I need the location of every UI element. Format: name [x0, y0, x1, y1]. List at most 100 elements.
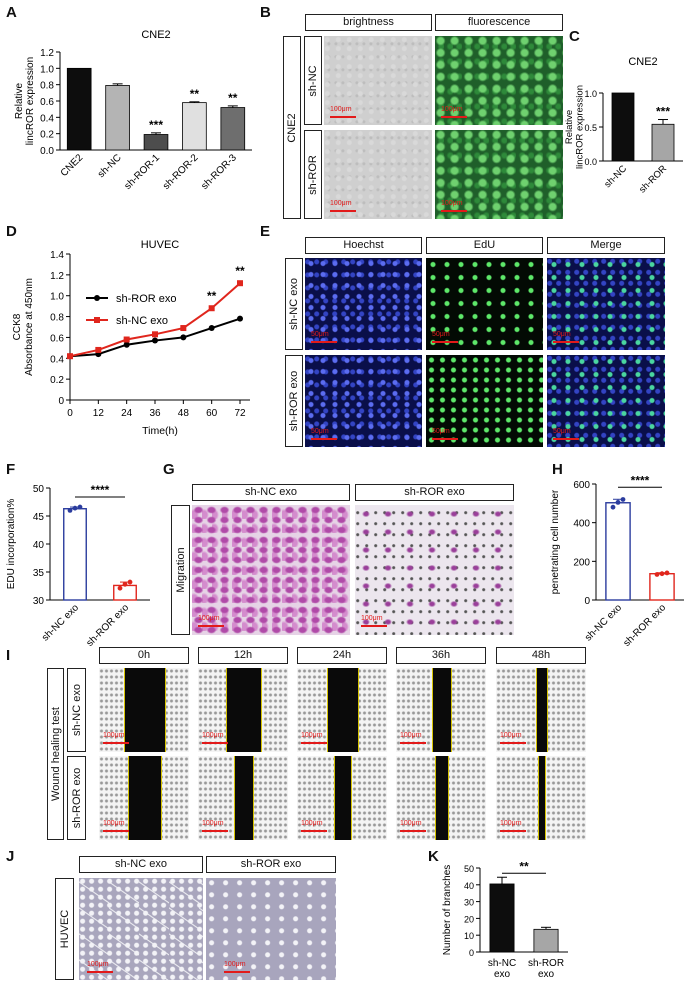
panel-i-header-12h: 12h — [198, 647, 288, 664]
x-tick-label: sh-NC exo — [583, 602, 624, 643]
y-tick-label: 1.0 — [50, 292, 64, 303]
y-axis-label: penetrating cell number — [550, 489, 561, 594]
bar-sh-NC — [105, 85, 130, 151]
y-axis-label: Relative — [565, 110, 575, 144]
chart-title: HUVEC — [141, 240, 180, 251]
micrograph-wound-sh-nc-36h: 100μm — [396, 668, 486, 752]
micrograph-wound-sh-nc-48h: 100μm — [496, 668, 586, 752]
micrograph-fluorescence-sh-nc: 100μm — [435, 36, 563, 125]
y-tick-label: 0 — [469, 948, 474, 958]
wound-gap — [327, 668, 359, 752]
wound-gap — [124, 668, 166, 752]
significance-mark: ** — [228, 91, 238, 105]
y-tick-label: 1.2 — [40, 48, 54, 59]
y-tick-label: 30 — [33, 596, 45, 607]
x-tick-label: sh-NC exo — [40, 602, 81, 643]
panel-label-b: B — [260, 4, 271, 21]
y-tick-label: 0.0 — [40, 146, 54, 157]
y-tick-label: 1.2 — [50, 271, 64, 282]
panel-b-row-label: sh-NC — [304, 36, 322, 125]
scale-bar-label: 100μm — [500, 820, 526, 832]
panel-label-e: E — [260, 223, 271, 240]
panel-label-g: G — [163, 461, 175, 478]
bar-sh-ROR-3 — [220, 107, 246, 151]
data-point — [117, 585, 123, 591]
data-point — [67, 353, 73, 360]
data-point — [123, 341, 130, 348]
panel-g-header-sh-nc: sh-NC exo — [192, 484, 350, 501]
scale-bar-label: 100μm — [301, 732, 327, 744]
y-tick-label: 0 — [584, 596, 590, 607]
data-point — [659, 571, 665, 577]
panel-i-row-label: sh-NC exo — [67, 668, 86, 752]
micrograph-wound-sh-nc-0h: 100μm — [99, 668, 189, 752]
x-tick-label: sh-ROR — [637, 163, 669, 195]
scale-bar-label: 100μm — [400, 820, 426, 832]
chart-title: CNE2 — [628, 56, 657, 68]
data-point — [654, 572, 660, 577]
x-tick-label: 0 — [67, 408, 73, 419]
chart-title: CNE2 — [141, 29, 170, 41]
y-tick-label: 0.2 — [40, 130, 54, 141]
panel-label-i: I — [6, 647, 11, 664]
micrograph-wound-sh-nc-12h: 100μm — [198, 668, 288, 752]
micrograph-merge-sh-nc: 50μm — [547, 258, 665, 350]
panel-label-d: D — [6, 223, 17, 240]
data-point — [123, 336, 130, 343]
wound-gap — [538, 756, 546, 840]
data-point — [208, 325, 215, 332]
panel-i-group-label: Wound healing test — [47, 668, 64, 840]
y-tick-label: 0.0 — [584, 157, 597, 167]
data-point — [664, 570, 670, 576]
scale-bar-label: 100μm — [301, 820, 327, 832]
panel-label-c: C — [569, 28, 580, 45]
micrograph-edu-sh-ror: 50μm — [426, 355, 543, 447]
panel-label-a: A — [6, 4, 17, 21]
y-tick-label: 0 — [58, 396, 64, 407]
y-tick-label: 0.4 — [50, 354, 64, 365]
x-tick-label: 72 — [234, 408, 246, 419]
micrograph-wound-sh-ror-36h: 100μm — [396, 756, 486, 840]
panel-i-row-label: sh-ROR exo — [67, 756, 86, 840]
bar-sh-ROR-2 — [182, 102, 207, 151]
y-tick-label: 45 — [33, 512, 45, 523]
panel-j-header-sh-nc: sh-NC exo — [79, 856, 203, 873]
data-point — [208, 305, 215, 312]
x-tick-label: sh-ROR-1 — [123, 152, 163, 192]
data-point — [610, 504, 616, 510]
y-tick-label: 40 — [33, 540, 45, 551]
data-point — [615, 499, 621, 505]
x-axis-label: Time(h) — [142, 425, 178, 437]
significance-mark: *** — [656, 105, 670, 119]
panel-i-header-24h: 24h — [297, 647, 387, 664]
significance-mark: ** — [519, 860, 529, 873]
micrograph-hoechst-sh-ror: 50μm — [305, 355, 422, 447]
panel-label-j: J — [6, 848, 15, 865]
micrograph-hoechst-sh-nc: 50μm — [305, 258, 422, 350]
y-tick-label: 0.8 — [40, 81, 54, 92]
data-point — [620, 497, 626, 502]
wound-gap — [234, 756, 254, 840]
data-point — [180, 325, 187, 332]
x-tick-label: sh-NC — [488, 958, 516, 969]
micrograph-wound-sh-ror-48h: 100μm — [496, 756, 586, 840]
y-tick-label: 0.6 — [40, 97, 54, 108]
y-tick-label: 0.6 — [50, 333, 64, 344]
panel-j-header-sh-ror: sh-ROR exo — [206, 856, 336, 873]
y-axis-label: Relative — [14, 83, 25, 120]
y-tick-label: 1.0 — [40, 64, 54, 75]
panel-b-row-label: sh-ROR — [304, 130, 322, 219]
panel-b-header-fluorescence: fluorescence — [435, 14, 563, 31]
panel-e-row-label: sh-NC exo — [285, 258, 303, 350]
panel-label-h: H — [552, 461, 563, 478]
panel-g-row-label: Migration — [171, 505, 190, 635]
y-tick-label: 50 — [33, 484, 45, 495]
y-tick-label: 20 — [464, 914, 474, 924]
bar-sh-NC exo — [489, 883, 515, 953]
x-tick-label: sh-NC — [96, 152, 124, 180]
data-point — [72, 505, 78, 511]
y-axis-label: Number of branches — [442, 865, 453, 956]
y-tick-label: 400 — [573, 519, 590, 530]
panel-e-header-merge: Merge — [547, 237, 665, 254]
x-tick-label: sh-ROR — [528, 958, 564, 969]
